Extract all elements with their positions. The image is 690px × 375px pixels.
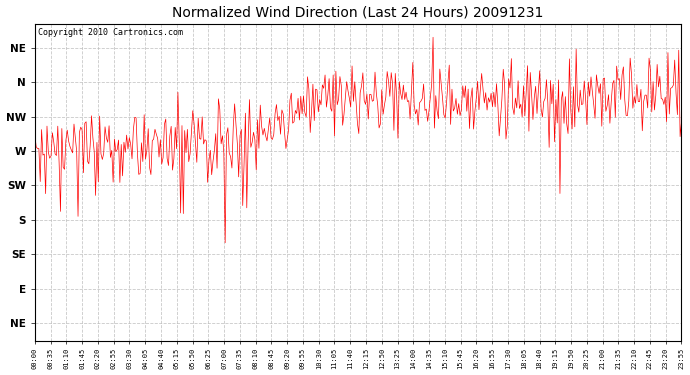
Title: Normalized Wind Direction (Last 24 Hours) 20091231: Normalized Wind Direction (Last 24 Hours… (172, 6, 544, 20)
Text: Copyright 2010 Cartronics.com: Copyright 2010 Cartronics.com (38, 28, 183, 37)
